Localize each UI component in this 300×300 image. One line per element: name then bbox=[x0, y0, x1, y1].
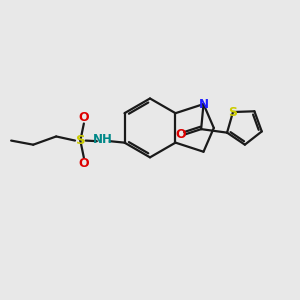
Text: S: S bbox=[76, 134, 85, 147]
Text: O: O bbox=[175, 128, 186, 141]
Text: S: S bbox=[229, 106, 238, 118]
Text: N: N bbox=[199, 98, 209, 111]
Text: O: O bbox=[79, 157, 89, 170]
Text: NH: NH bbox=[93, 133, 113, 146]
Text: O: O bbox=[79, 111, 89, 124]
